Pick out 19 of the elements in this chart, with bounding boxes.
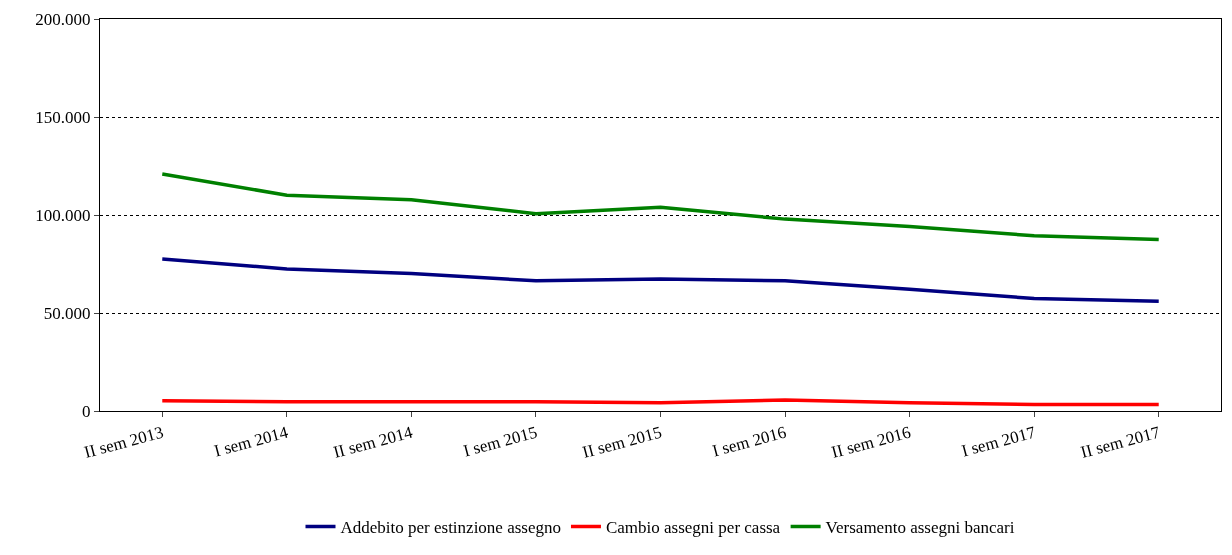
x-tick-label: I sem 2017 xyxy=(959,422,1038,461)
legend-label: Versamento assegni bancari xyxy=(825,518,1015,538)
x-tick-label: II sem 2015 xyxy=(580,422,664,462)
legend-label: Cambio assegni per cassa xyxy=(605,518,781,538)
legend-label: Addebito per estinzione assegno xyxy=(340,518,561,538)
y-tick-label: 150.000 xyxy=(35,107,91,127)
line-series xyxy=(160,257,1161,303)
y-tick-label: 50.000 xyxy=(43,303,91,323)
x-tick-label: II sem 2013 xyxy=(82,422,166,462)
y-tick-label: 100.000 xyxy=(35,205,91,225)
y-tick-label: 0 xyxy=(82,401,91,421)
y-tick-label: 200.000 xyxy=(35,9,91,29)
x-tick-label: II sem 2014 xyxy=(331,422,416,462)
x-tick-label: I sem 2014 xyxy=(212,422,291,461)
x-tick-label: I sem 2015 xyxy=(461,422,540,461)
x-tick-label: I sem 2016 xyxy=(710,422,789,461)
line-series xyxy=(160,172,1161,242)
x-tick-label: II sem 2016 xyxy=(829,422,913,462)
x-tick-label: II sem 2017 xyxy=(1078,422,1163,462)
